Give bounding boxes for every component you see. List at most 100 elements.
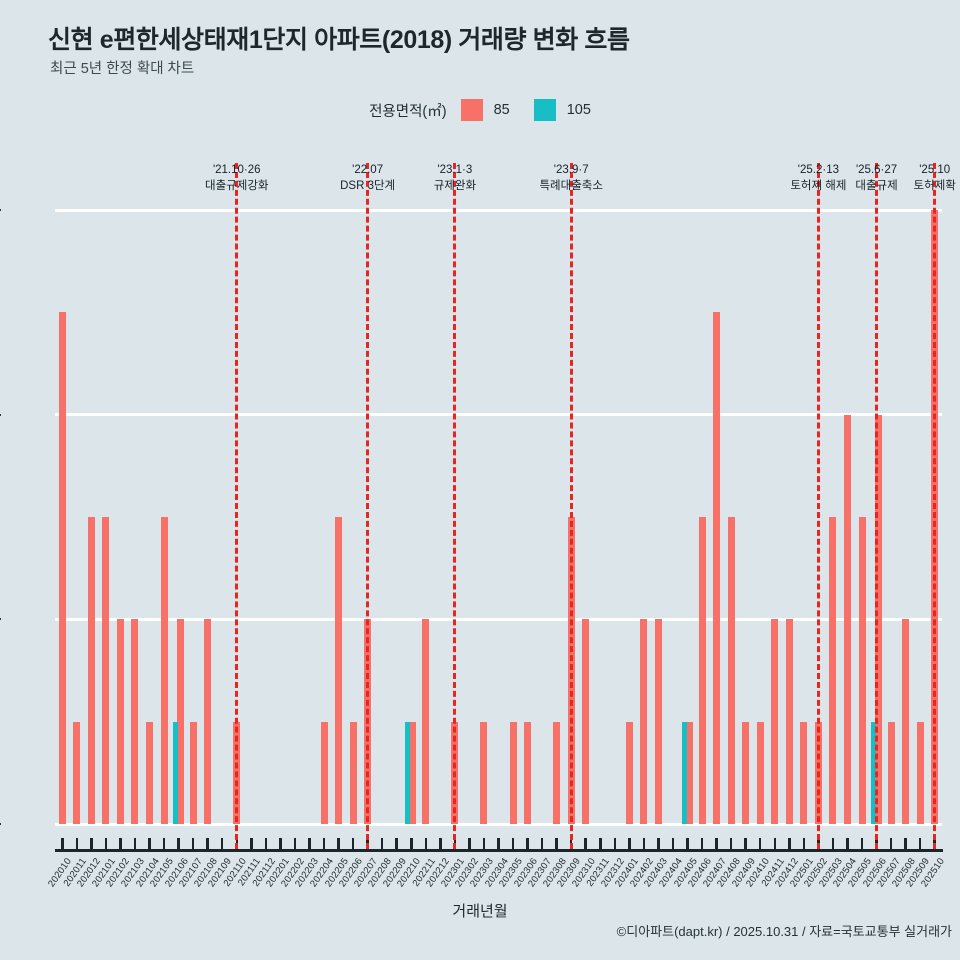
x-tick-mark	[744, 838, 747, 850]
event-label: '21.10·26 대출규제강화	[205, 162, 268, 194]
bar-85[interactable]	[874, 414, 882, 824]
event-label: '25.10 토허제확	[914, 162, 956, 194]
event-date: '25.10	[919, 164, 951, 176]
event-description: 토허제확	[913, 180, 956, 192]
bar-85[interactable]	[887, 721, 895, 824]
y-tick-mark	[0, 823, 1, 825]
bar-105[interactable]	[681, 721, 687, 824]
x-tick-mark	[729, 838, 733, 850]
gridline	[55, 413, 942, 417]
x-tick-mark	[599, 838, 602, 850]
bar-85[interactable]	[87, 517, 95, 824]
bar-85[interactable]	[480, 721, 488, 824]
gridline	[55, 208, 942, 212]
x-tick-mark	[642, 838, 646, 850]
x-tick-mark	[322, 838, 326, 850]
x-tick-mark	[918, 838, 922, 850]
bar-85[interactable]	[625, 721, 633, 824]
bar-85[interactable]	[349, 721, 357, 824]
x-tick-mark	[439, 838, 442, 850]
bar-85[interactable]	[204, 619, 212, 824]
x-tick-mark	[395, 838, 398, 850]
bar-105[interactable]	[172, 721, 178, 824]
bar-85[interactable]	[858, 517, 866, 824]
bar-85[interactable]	[116, 619, 124, 824]
event-marker-line	[453, 163, 457, 849]
bar-85[interactable]	[320, 721, 328, 824]
bar-105[interactable]	[870, 721, 876, 824]
event-label: '25.2·13 토허제 해제	[790, 162, 846, 194]
gridline	[55, 822, 942, 826]
x-tick-mark	[860, 838, 864, 850]
event-description: 규제완화	[433, 180, 477, 192]
bar-85[interactable]	[189, 721, 197, 824]
bar-85[interactable]	[176, 619, 184, 824]
x-tick-mark	[148, 838, 151, 850]
x-tick-mark	[308, 838, 311, 850]
x-tick-mark	[133, 838, 137, 850]
x-axis-line	[55, 849, 943, 852]
bar-85[interactable]	[727, 517, 735, 824]
bar-85[interactable]	[553, 721, 561, 824]
bar-85[interactable]	[771, 619, 779, 824]
x-tick-mark	[657, 838, 660, 850]
x-tick-mark	[700, 838, 704, 850]
gridline	[55, 617, 942, 621]
x-tick-mark	[628, 838, 631, 850]
y-tick-mark	[0, 618, 1, 621]
x-tick-mark	[351, 838, 355, 850]
bar-85[interactable]	[335, 517, 343, 824]
bar-85[interactable]	[843, 414, 851, 824]
bar-85[interactable]	[800, 721, 808, 824]
bar-85[interactable]	[685, 721, 693, 824]
event-description: DSR 3단계	[340, 180, 396, 192]
bar-105[interactable]	[405, 721, 411, 824]
bar-85[interactable]	[785, 619, 793, 824]
bar-85[interactable]	[509, 721, 517, 824]
event-label: '23.1·3 규제완화	[434, 162, 476, 194]
bar-85[interactable]	[582, 619, 590, 824]
x-tick-mark	[380, 838, 384, 850]
bar-85[interactable]	[756, 721, 764, 824]
bar-85[interactable]	[146, 721, 154, 824]
x-tick-mark	[671, 838, 675, 850]
bar-85[interactable]	[58, 312, 66, 824]
bar-85[interactable]	[422, 619, 430, 824]
x-tick-mark	[788, 838, 791, 850]
x-tick-mark	[802, 838, 806, 850]
x-tick-mark	[119, 838, 122, 850]
legend-swatch-85	[460, 99, 483, 121]
bar-85[interactable]	[102, 517, 110, 824]
event-date: '23.9·7	[553, 164, 589, 176]
x-tick-mark	[424, 838, 428, 850]
x-tick-mark	[61, 838, 64, 850]
bar-85[interactable]	[524, 721, 532, 824]
x-tick-mark	[250, 838, 253, 850]
legend-item-85[interactable]: 85	[460, 99, 510, 121]
x-tick-mark	[773, 838, 777, 850]
x-tick-mark	[468, 838, 471, 850]
legend-label-85: 85	[493, 102, 510, 118]
bar-85[interactable]	[160, 517, 168, 824]
legend-item-105[interactable]: 105	[533, 99, 591, 121]
x-tick-mark	[889, 838, 893, 850]
bar-85[interactable]	[698, 517, 706, 824]
bar-85[interactable]	[131, 619, 139, 824]
event-marker-line	[366, 163, 370, 849]
x-tick-mark	[104, 838, 108, 850]
bar-85[interactable]	[916, 721, 924, 824]
bar-85[interactable]	[409, 721, 417, 824]
bar-85[interactable]	[713, 312, 721, 824]
bar-85[interactable]	[640, 619, 648, 824]
bar-85[interactable]	[742, 721, 750, 824]
event-date: '22.07	[352, 164, 384, 176]
bar-85[interactable]	[829, 517, 837, 824]
bar-85[interactable]	[902, 619, 910, 824]
x-tick-mark	[177, 838, 180, 850]
event-marker-line	[933, 163, 937, 849]
event-label: '25.6·27 대출규제	[855, 162, 897, 194]
bar-85[interactable]	[654, 619, 662, 824]
bar-85[interactable]	[73, 721, 81, 824]
x-tick-mark	[613, 838, 617, 850]
page-subtitle: 최근 5년 한정 확대 차트	[50, 61, 195, 77]
